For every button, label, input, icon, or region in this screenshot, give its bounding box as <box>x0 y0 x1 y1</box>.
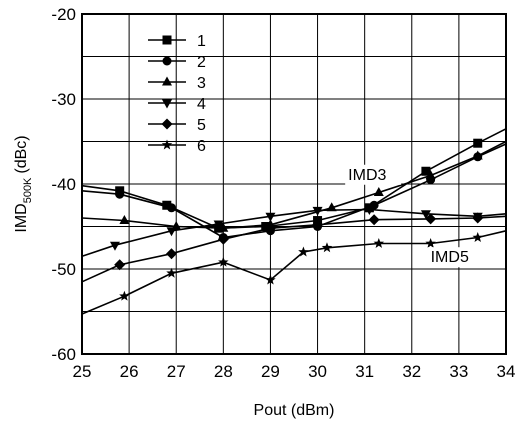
data-point <box>264 222 276 234</box>
data-point <box>473 138 483 148</box>
legend: 1 2 3 4 5 6 <box>148 33 206 155</box>
data-point <box>166 267 177 278</box>
annotations: IMD3 IMD5 <box>345 164 484 268</box>
series-line <box>81 143 507 239</box>
data-point <box>312 219 324 231</box>
series-3 <box>81 140 507 232</box>
data-point <box>373 238 385 248</box>
legend-label: 3 <box>197 75 206 92</box>
data-point <box>321 242 333 253</box>
legend-marker <box>162 35 172 45</box>
y-tick-label: -50 <box>51 260 76 279</box>
plot-frame <box>81 13 507 355</box>
series-line <box>81 128 507 230</box>
data-point <box>166 227 177 237</box>
x-tick-label: 30 <box>308 362 327 381</box>
data-point <box>472 232 483 242</box>
legend-marker <box>161 118 173 130</box>
data-point <box>119 290 130 301</box>
series-4 <box>81 206 507 258</box>
x-tick-label: 27 <box>167 362 186 381</box>
series-line <box>81 208 507 258</box>
annotation-label: IMD5 <box>431 249 469 266</box>
data-point <box>213 220 224 230</box>
y-tick-label: -30 <box>51 90 76 109</box>
legend-label: 5 <box>197 117 206 134</box>
x-tick-label: 29 <box>261 362 280 381</box>
y-axis-title-sub: 500K <box>22 177 34 203</box>
data-point <box>218 256 229 267</box>
x-tick-label: 25 <box>73 362 92 381</box>
x-tick-label: 26 <box>120 362 139 381</box>
data-point <box>115 189 125 199</box>
legend-marker <box>162 56 172 66</box>
grid-lines <box>82 14 506 354</box>
series-layer <box>81 128 507 315</box>
data-point <box>261 222 271 231</box>
data-point <box>218 222 229 232</box>
y-axis-title-unit: (dBc) <box>13 135 30 173</box>
series-line <box>81 140 507 230</box>
legend-label: 1 <box>197 33 206 50</box>
data-point <box>162 200 172 210</box>
x-tick-label: 31 <box>355 362 374 381</box>
data-point <box>472 150 483 160</box>
x-tick-label: 32 <box>402 362 421 381</box>
tick-labels: 25 26 27 28 29 30 31 32 33 34-60-50-40-30-20 <box>51 5 515 381</box>
legend-label: 6 <box>197 138 206 155</box>
data-point <box>425 238 436 248</box>
y-tick-label: -60 <box>51 345 76 364</box>
data-point <box>265 212 276 222</box>
data-point <box>326 202 337 212</box>
data-point <box>119 215 130 225</box>
annotation-background <box>345 164 402 185</box>
legend-label: 4 <box>197 96 206 113</box>
annotation-label: IMD3 <box>348 167 386 184</box>
data-point <box>373 187 384 196</box>
legend-marker <box>162 99 172 109</box>
legend-marker <box>162 76 172 86</box>
data-point <box>312 206 323 216</box>
data-point <box>425 170 436 179</box>
data-point <box>167 203 177 213</box>
series-line <box>81 230 507 315</box>
data-point <box>421 166 431 176</box>
y-axis-title: IMD500K (dBc) <box>13 135 34 232</box>
series-5 <box>81 212 507 283</box>
annotation-background <box>427 247 484 268</box>
data-point <box>166 248 178 260</box>
data-point <box>298 246 309 257</box>
x-tick-label: 34 <box>497 362 516 381</box>
series-1 <box>81 128 507 233</box>
data-point <box>114 259 126 271</box>
y-axis-title-main: IMD <box>13 203 30 232</box>
legend-marker <box>161 139 173 150</box>
x-tick-label: 33 <box>449 362 468 381</box>
data-point <box>425 213 437 225</box>
series-2 <box>81 143 507 243</box>
data-point <box>265 274 276 285</box>
x-axis-title: Pout (dBm) <box>254 402 335 419</box>
legend-label: 2 <box>197 54 206 71</box>
data-point <box>109 241 120 251</box>
data-point <box>364 206 375 215</box>
data-point <box>368 214 380 226</box>
x-tick-label: 28 <box>214 362 233 381</box>
y-tick-label: -20 <box>51 5 76 24</box>
data-point <box>217 233 229 245</box>
data-point <box>472 212 484 224</box>
y-tick-label: -40 <box>51 175 76 194</box>
data-point <box>420 210 431 220</box>
series-6 <box>81 230 507 315</box>
series-line <box>81 215 507 283</box>
